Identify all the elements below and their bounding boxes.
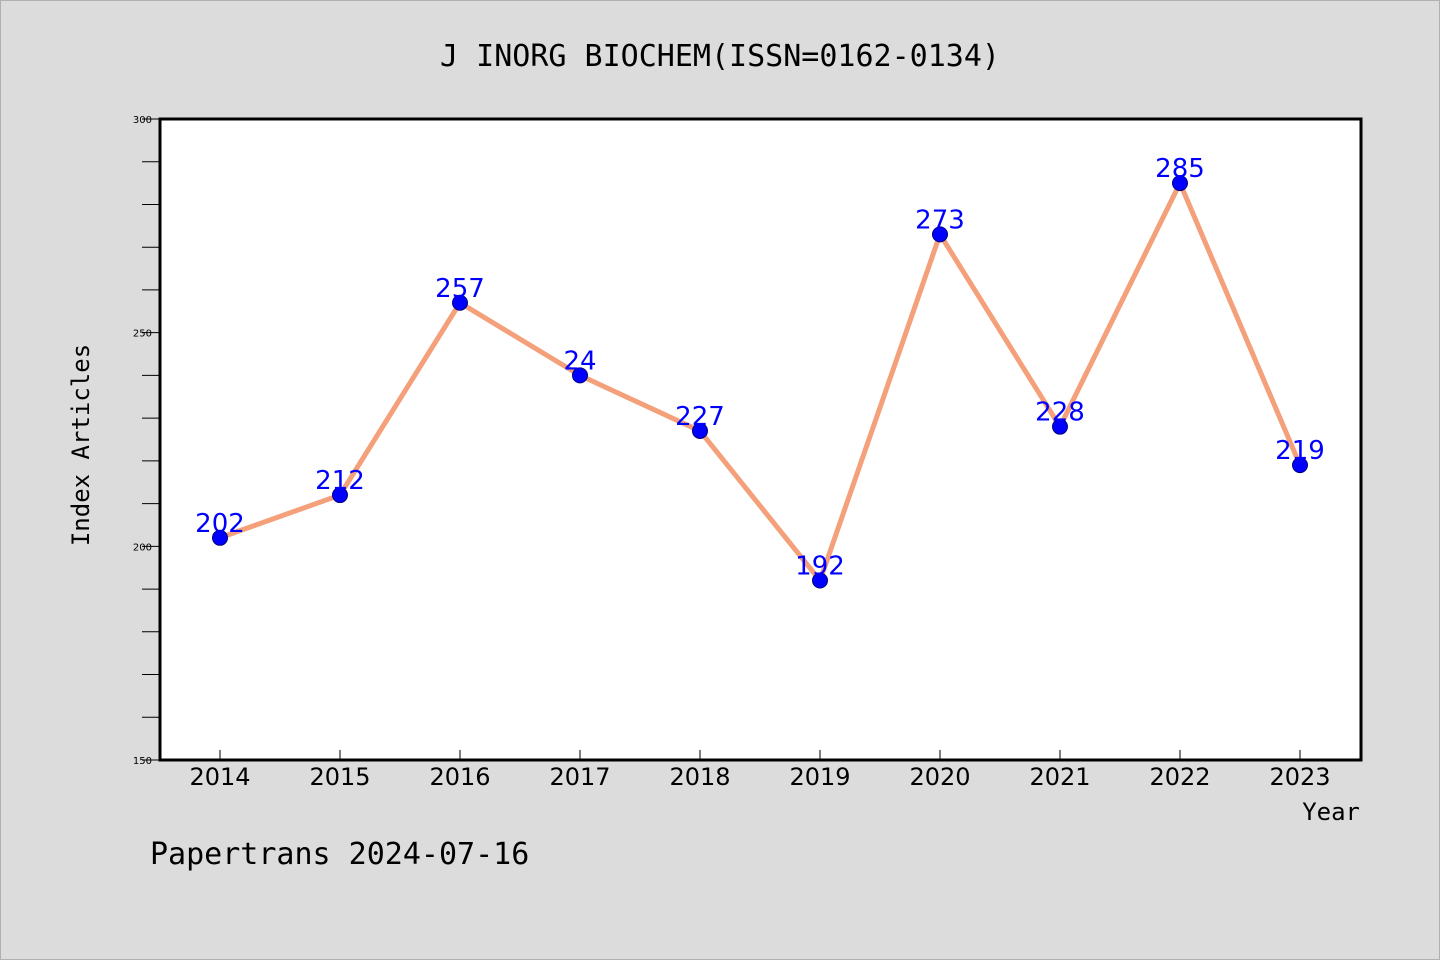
data-label: 257 (435, 274, 485, 304)
y-tick-label: 250 (133, 329, 152, 340)
data-label: 228 (1035, 398, 1085, 428)
x-axis: 2014 2015 2016 2017 2018 2019 2020 2021 2022 2023 (189, 750, 1331, 791)
x-tick-label: 2019 (789, 763, 850, 791)
data-point (932, 226, 948, 243)
series-articles: 202 212 257 24 227 192 273 228 285 219 (195, 154, 1325, 589)
y-axis: 150 200 250 300 (133, 115, 160, 767)
series-line (217, 180, 1303, 584)
x-tick-label: 2014 (189, 763, 250, 791)
data-label: 202 (195, 509, 245, 539)
x-tick-label: 2021 (1029, 763, 1090, 791)
data-label: 192 (795, 552, 845, 582)
plot-area (158, 117, 1363, 762)
x-tick-label: 2016 (429, 763, 490, 791)
x-tick-label: 2022 (1149, 763, 1210, 791)
data-label: 227 (675, 402, 725, 432)
y-axis-label: Index Articles (67, 344, 95, 546)
x-axis-label: Year (1302, 798, 1360, 826)
data-label: 273 (915, 205, 965, 235)
data-point (1292, 457, 1308, 474)
chart-title: J INORG BIOCHEM(ISSN=0162-0134) (440, 39, 1000, 74)
x-tick-label: 2015 (309, 763, 370, 791)
data-label: 212 (315, 466, 365, 496)
data-label: 285 (1155, 154, 1205, 184)
data-point (812, 572, 828, 589)
x-tick-label: 2023 (1269, 763, 1330, 791)
data-point (1052, 418, 1068, 435)
y-tick-label: 300 (133, 115, 152, 126)
data-point (692, 422, 708, 439)
data-point (332, 487, 348, 504)
y-tick-label: 200 (133, 542, 152, 553)
y-tick-label: 150 (133, 756, 152, 767)
x-tick-label: 2018 (669, 763, 730, 791)
x-tick-label: 2017 (549, 763, 610, 791)
data-label: 24 (563, 346, 596, 376)
footer-text: Papertrans 2024-07-16 (150, 837, 529, 872)
x-tick-label: 2020 (909, 763, 970, 791)
data-label: 219 (1275, 436, 1325, 466)
data-point (1172, 175, 1188, 192)
data-point (572, 367, 588, 384)
data-point (212, 529, 228, 546)
data-point (452, 294, 468, 311)
